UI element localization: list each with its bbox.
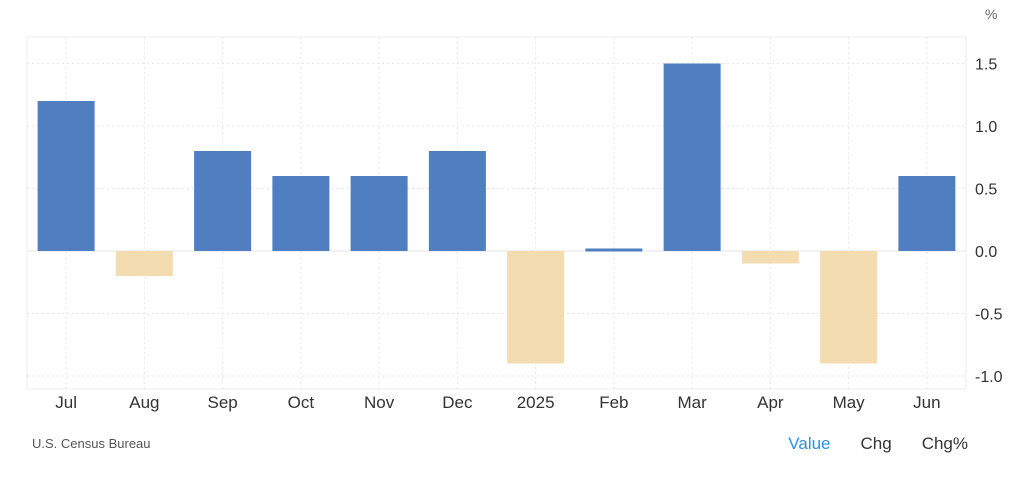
- x-tick-label: 2025: [517, 393, 555, 412]
- y-tick-label: -1.0: [975, 369, 1003, 386]
- bar-mar[interactable]: [663, 63, 721, 252]
- y-tick-label: -0.5: [975, 307, 1003, 324]
- plot-area: [26, 36, 967, 390]
- tab-chg-percent[interactable]: Chg%: [921, 434, 968, 453]
- y-axis-unit-label: %: [985, 6, 997, 22]
- x-tick-label: Apr: [757, 393, 784, 412]
- x-tick-label: Jun: [913, 393, 940, 412]
- bar-2025[interactable]: [507, 251, 565, 364]
- bar-nov[interactable]: [350, 176, 408, 251]
- y-axis-ticks: 1.5 1.0 0.5 0.0 -0.5 -1.0: [975, 57, 1003, 387]
- x-tick-label: Aug: [129, 393, 159, 412]
- x-tick-label: Jul: [55, 393, 77, 412]
- bar-oct[interactable]: [272, 176, 330, 251]
- view-tabs: Value Chg Chg%: [758, 434, 968, 454]
- bar-aug[interactable]: [115, 251, 173, 276]
- x-tick-label: May: [833, 393, 866, 412]
- y-tick-label: 1.5: [975, 57, 997, 74]
- x-tick-label: Mar: [677, 393, 707, 412]
- x-tick-label: Dec: [442, 393, 473, 412]
- bar-dec[interactable]: [428, 151, 486, 251]
- source-label: U.S. Census Bureau: [32, 436, 151, 451]
- x-tick-label: Nov: [364, 393, 395, 412]
- bar-jul[interactable]: [37, 101, 95, 251]
- x-tick-label: Feb: [599, 393, 628, 412]
- x-axis-ticks: Jul Aug Sep Oct Nov Dec 2025 Feb Mar Apr May Jun: [55, 393, 940, 412]
- bars: [37, 63, 956, 364]
- bar-apr[interactable]: [741, 251, 799, 264]
- tab-value[interactable]: Value: [788, 434, 831, 453]
- bar-may[interactable]: [820, 251, 878, 364]
- y-tick-label: 0.5: [975, 182, 997, 199]
- tab-chg[interactable]: Chg: [860, 434, 892, 453]
- bar-feb[interactable]: [585, 248, 643, 252]
- bar-sep[interactable]: [194, 151, 252, 251]
- bar-jun[interactable]: [898, 176, 956, 251]
- x-tick-label: Oct: [288, 393, 315, 412]
- x-tick-label: Sep: [208, 393, 238, 412]
- y-tick-label: 1.0: [975, 119, 997, 136]
- y-tick-label: 0.0: [975, 244, 997, 261]
